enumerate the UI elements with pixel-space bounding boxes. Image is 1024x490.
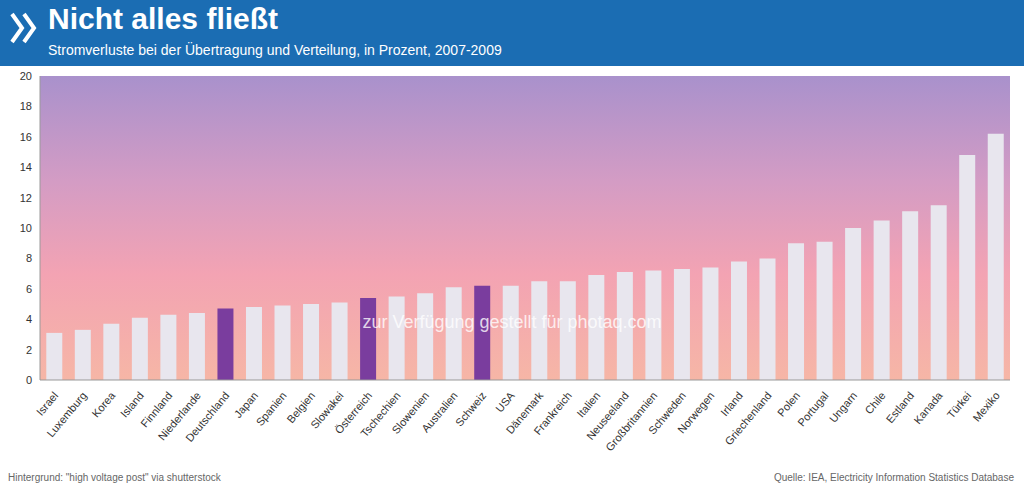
svg-text:Österreich: Österreich (332, 389, 375, 436)
svg-text:Chile: Chile (862, 389, 887, 416)
svg-text:Neuseeland: Neuseeland (584, 389, 631, 443)
svg-text:14: 14 (20, 161, 32, 173)
svg-text:Deutschland: Deutschland (183, 389, 232, 444)
svg-text:12: 12 (20, 192, 32, 204)
svg-text:Belgien: Belgien (284, 389, 318, 426)
svg-text:Australien: Australien (419, 389, 460, 434)
svg-text:Mexiko: Mexiko (970, 389, 1002, 423)
svg-text:Ungarn: Ungarn (827, 389, 859, 424)
svg-text:Japan: Japan (232, 389, 260, 420)
svg-text:USA: USA (493, 389, 517, 415)
svg-text:Schweiz: Schweiz (453, 389, 489, 428)
svg-text:Irland: Irland (718, 389, 745, 418)
svg-text:Finnland: Finnland (138, 389, 175, 430)
svg-text:16: 16 (20, 131, 32, 143)
svg-text:6: 6 (26, 283, 32, 295)
svg-text:Island: Island (118, 389, 146, 419)
svg-text:0: 0 (26, 374, 32, 386)
svg-text:Frankreich: Frankreich (531, 389, 574, 437)
svg-text:Italien: Italien (574, 389, 602, 419)
svg-text:Slowenien: Slowenien (389, 389, 432, 436)
svg-text:Estland: Estland (883, 389, 917, 426)
svg-text:Portugal: Portugal (795, 389, 831, 428)
svg-text:Niederlande: Niederlande (155, 389, 203, 443)
svg-text:2: 2 (26, 344, 32, 356)
svg-text:4: 4 (26, 313, 32, 325)
html-text:Quelle: IEA, Electricity Infor: Quelle: IEA, Electricity Information Sta… (773, 472, 1014, 483)
svg-text:Slowakei: Slowakei (308, 389, 346, 431)
svg-text:18: 18 (20, 100, 32, 112)
html-text:Nicht alles fließt: Nicht alles fließt (48, 2, 279, 35)
svg-text:Luxemburg: Luxemburg (44, 389, 89, 439)
svg-text:8: 8 (26, 252, 32, 264)
svg-text:Großbritannien: Großbritannien (603, 389, 660, 454)
html-text:Hintergrund: "high voltage pos: Hintergrund: "high voltage post" via shu… (8, 472, 221, 483)
svg-text:Kanada: Kanada (911, 389, 945, 426)
svg-text:Norwegen: Norwegen (675, 389, 716, 435)
svg-text:20: 20 (20, 70, 32, 82)
svg-text:Türkei: Türkei (944, 389, 973, 420)
svg-text:Spanien: Spanien (253, 389, 288, 428)
svg-text:Polen: Polen (775, 389, 802, 418)
svg-text:Schweden: Schweden (645, 389, 688, 437)
html-text:Stromverluste bei der Übertrag: Stromverluste bei der Übertragung und Ve… (48, 42, 502, 58)
svg-text:Korea: Korea (89, 389, 118, 420)
svg-text:Tschechien: Tschechien (358, 389, 403, 440)
html-text:zur Verfügung gestellt für pho: zur Verfügung gestellt für photaq.com (362, 312, 662, 332)
svg-text:Israel: Israel (34, 389, 60, 417)
svg-text:10: 10 (20, 222, 32, 234)
svg-text:Dänemark: Dänemark (503, 389, 546, 436)
svg-text:Griechenland: Griechenland (722, 389, 773, 447)
